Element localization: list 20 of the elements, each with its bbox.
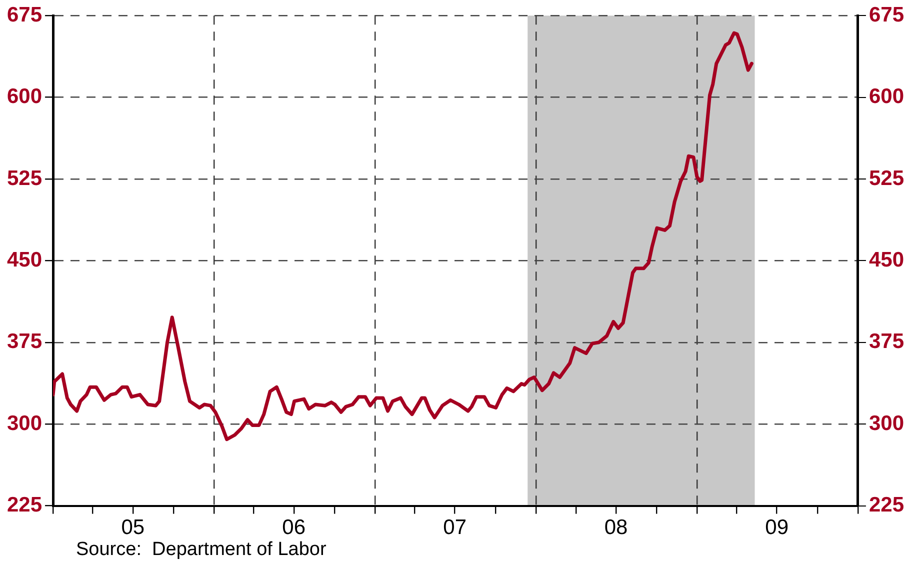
y-tick-label: 375 [868, 330, 904, 354]
y2-tick-label: 375 [6, 330, 42, 354]
y-tick-label: 300 [868, 412, 904, 435]
y2-tick-label: 450 [6, 248, 42, 272]
x-tick-label: 06 [282, 516, 306, 540]
x-tick-label: 05 [121, 516, 145, 540]
y2-tick-label: 225 [6, 494, 42, 517]
y-tick-label: 450 [868, 248, 904, 272]
x-tick-label: 08 [604, 516, 628, 540]
y-tick-label: 675 [868, 3, 904, 26]
x-tick-label: 09 [765, 516, 788, 540]
x-tick-label: 07 [443, 516, 467, 540]
source-note: Source: Department of Labor [76, 539, 328, 561]
y2-tick-label: 525 [6, 166, 42, 190]
y2-tick-label: 300 [6, 412, 42, 435]
y2-tick-label: 675 [6, 3, 42, 26]
y2-tick-label: 600 [6, 85, 42, 108]
y-tick-label: 600 [868, 85, 904, 108]
y-tick-label: 225 [868, 494, 904, 517]
y-tick-label: 525 [868, 166, 904, 190]
